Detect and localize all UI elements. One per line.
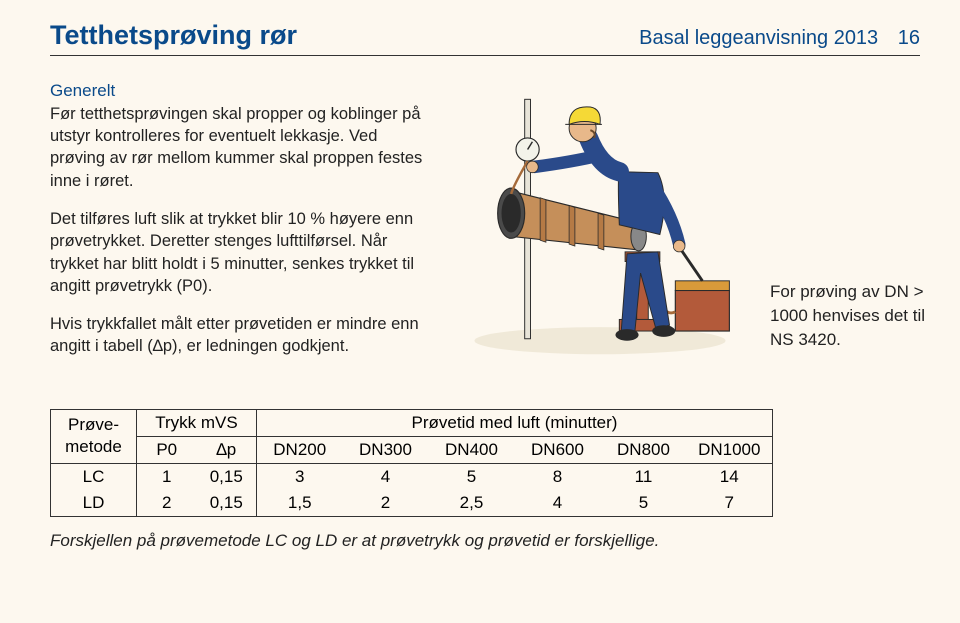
page-number: 16 — [898, 27, 920, 49]
th-dn300: DN300 — [343, 436, 429, 463]
table-footnote: Forskjellen på prøvemetode LC og LD er a… — [50, 531, 920, 551]
body-text: Generelt Før tetthetsprøvingen skal prop… — [50, 80, 430, 374]
page-header: Tetthetsprøving rør Basal leggeanvisning… — [50, 20, 920, 56]
pipe-test-illustration — [455, 80, 745, 360]
th-p0: P0 — [137, 436, 197, 463]
page-title: Tetthetsprøving rør — [50, 20, 297, 51]
side-note: For prøving av DN > 1000 henvises det ti… — [770, 80, 940, 351]
doc-name: Basal leggeanvisning 2013 — [639, 27, 878, 49]
th-trykk: Trykk mVS — [137, 409, 257, 436]
illustration — [450, 80, 750, 360]
paragraph-2: Det tilføres luft slik at trykket blir 1… — [50, 208, 430, 297]
th-dn1000: DN1000 — [687, 436, 773, 463]
th-dp: ∆p — [197, 436, 257, 463]
doc-reference: Basal leggeanvisning 2013 16 — [639, 27, 920, 50]
th-provetid: Prøvetid med luft (minutter) — [257, 409, 773, 436]
th-dn800: DN800 — [601, 436, 687, 463]
paragraph-3: Hvis trykkfallet målt etter prøvetiden e… — [50, 313, 430, 358]
th-method: Prøve- metode — [51, 409, 137, 463]
subheading: Generelt — [50, 80, 430, 103]
th-dn400: DN400 — [429, 436, 515, 463]
table-row: LC 1 0,15 3 4 5 8 11 14 — [51, 463, 773, 490]
test-table: Prøve- metode Trykk mVS Prøvetid med luf… — [50, 409, 920, 551]
th-dn200: DN200 — [257, 436, 343, 463]
paragraph-1: Før tetthetsprøvingen skal propper og ko… — [50, 103, 430, 192]
th-dn600: DN600 — [515, 436, 601, 463]
table-row: LD 2 0,15 1,5 2 2,5 4 5 7 — [51, 490, 773, 517]
